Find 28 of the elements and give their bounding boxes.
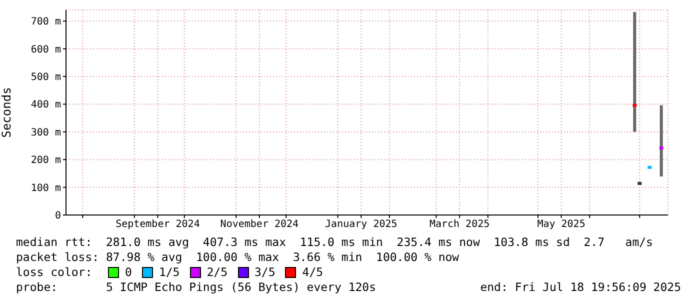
point	[648, 166, 652, 169]
y-axis-title: Seconds	[0, 87, 14, 138]
y-tick-label: 0	[54, 210, 61, 222]
y-tick-label: 200 m	[30, 155, 61, 166]
x-tick-label: September 2024	[116, 219, 200, 230]
y-tick-label: 600 m	[30, 44, 61, 56]
x-tick-label: March 2025	[429, 219, 490, 230]
text: end: Fri Jul 18 19:56:09 2025	[480, 280, 681, 295]
point	[632, 104, 637, 107]
text: packet loss: 87.98 % avg 100.00 % max 3.66 % min 100.00 % now	[16, 250, 460, 265]
y-tick-label: 400 m	[30, 100, 61, 111]
point	[659, 146, 664, 150]
legend-label: 3/5	[254, 265, 276, 280]
point	[638, 182, 642, 185]
y-tick-label: 700 m	[30, 16, 61, 28]
y-tick-label: 300 m	[30, 127, 61, 138]
legend-label: 2/5	[206, 265, 228, 280]
y-tick-label: 500 m	[30, 72, 61, 84]
text: probe: 5 ICMP Echo Pings (56 Bytes) every 120s	[16, 280, 376, 295]
legend-label: 0	[125, 265, 132, 280]
x-tick-label: May 2025	[537, 219, 586, 230]
text: median rtt: 281.0 ms avg 407.3 ms max 115.0 ms min 235.4 ms now 103.8 ms sd 2.7 am/s	[16, 235, 654, 250]
legend-label: 4/5	[302, 265, 324, 280]
legend-title: loss color:	[16, 265, 94, 280]
y-tick-label: 100 m	[30, 182, 61, 194]
x-tick-label: November 2024	[220, 219, 299, 230]
legend-label: 1/5	[158, 265, 180, 280]
x-tick-label: January 2025	[325, 219, 398, 230]
